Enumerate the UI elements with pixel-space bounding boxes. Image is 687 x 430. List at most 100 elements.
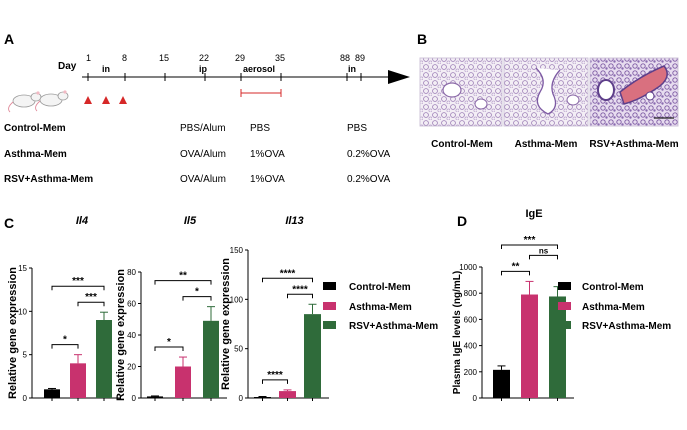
caption-asthma: Asthma-Mem: [515, 139, 578, 150]
panel-b-letter: B: [417, 31, 427, 47]
significance-bracket: [51, 344, 79, 349]
panel-c-letter: C: [4, 215, 14, 231]
bar-rsv-asthma-mem: [304, 314, 321, 398]
significance-label: ***: [72, 276, 84, 287]
panel-a: A Day 1 8 15 22 29 35 88 89 in ip aeroso…: [4, 31, 410, 185]
panel-d-letter: D: [457, 213, 467, 229]
legend-label: Control-Mem: [349, 282, 411, 293]
legend-swatch-rsv-asthma: [558, 321, 571, 329]
y-tick-label: 0: [473, 394, 478, 403]
significance-label: ****: [280, 268, 296, 279]
histology-image-asthma: [503, 57, 589, 127]
phase-in-1: in: [102, 64, 110, 74]
legend-swatch-asthma: [558, 302, 571, 310]
legend-swatch-control: [323, 282, 336, 290]
group-in: PBS: [347, 123, 367, 134]
chart-title: Il13: [285, 215, 303, 227]
significance-label: **: [512, 261, 520, 272]
mice-icon: [8, 90, 69, 113]
bar-control-mem: [147, 396, 163, 398]
panel-a-letter: A: [4, 31, 14, 47]
day-22: 22: [199, 53, 209, 63]
significance-label: ns: [539, 246, 549, 255]
y-tick-label: 50: [234, 345, 243, 354]
bar-rsv-asthma-mem: [549, 296, 566, 398]
group-ip: OVA/Alum: [180, 149, 226, 160]
significance-bracket: [77, 301, 105, 307]
red-triangle-icon: [119, 96, 127, 104]
day-88: 88: [340, 53, 350, 63]
significance-label: **: [179, 271, 187, 282]
red-triangle-icon: [84, 96, 92, 104]
bar-rsv-asthma-mem: [96, 320, 112, 398]
y-tick-label: 15: [18, 264, 27, 273]
legend-d: Control-Mem Asthma-Mem RSV+Asthma-Mem: [558, 282, 671, 332]
red-triangle-icon: [102, 96, 110, 104]
bar-asthma-mem: [175, 366, 191, 398]
y-tick-label: 200: [464, 368, 478, 377]
group-in: 0.2%OVA: [347, 149, 390, 160]
legend-swatch-asthma: [323, 302, 336, 310]
y-axis-label: Relative gene expression: [7, 267, 19, 399]
y-tick-label: 80: [127, 268, 136, 277]
significance-bracket: [529, 254, 558, 260]
significance-label: ***: [85, 292, 97, 303]
dosing-markers: [84, 96, 127, 104]
y-tick-label: 100: [230, 295, 244, 304]
significance-bracket: [262, 379, 288, 384]
legend-label: RSV+Asthma-Mem: [582, 321, 671, 332]
significance-bracket: [154, 280, 212, 285]
day-89: 89: [355, 53, 365, 63]
legend-label: Control-Mem: [582, 282, 644, 293]
group-name: RSV+Asthma-Mem: [4, 174, 93, 185]
y-tick-label: 60: [127, 300, 136, 309]
group-in: 0.2%OVA: [347, 174, 390, 185]
group-aerosol: 1%OVA: [250, 174, 285, 185]
y-axis-label: Plasma IgE levels (ng/mL): [452, 271, 463, 394]
significance-bracket: [501, 270, 530, 276]
y-axis-label: Relative gene expression: [115, 269, 127, 401]
legend-label: Asthma-Mem: [582, 302, 645, 313]
day-29: 29: [235, 53, 245, 63]
groups-table: Control-Mem PBS/Alum PBS PBS Asthma-Mem …: [4, 123, 390, 185]
y-tick-label: 1000: [459, 263, 477, 272]
legend-label: Asthma-Mem: [349, 302, 412, 313]
y-tick-label: 5: [23, 351, 28, 360]
histology-image-rsv-asthma: [589, 57, 679, 127]
y-tick-label: 0: [23, 394, 28, 403]
phase-ip: ip: [199, 64, 208, 74]
significance-label: *: [195, 287, 199, 298]
significance-label: ****: [292, 284, 308, 295]
bar-rsv-asthma-mem: [203, 320, 219, 398]
legend-swatch-rsv-asthma: [323, 321, 336, 329]
chart-title: Il4: [76, 215, 88, 227]
y-axis-label: Relative gene expression: [220, 258, 232, 390]
legend-swatch-control: [558, 282, 571, 290]
y-tick-label: 400: [464, 342, 478, 351]
bar-asthma-mem: [70, 363, 86, 398]
group-name: Control-Mem: [4, 123, 66, 134]
significance-bracket: [51, 285, 105, 291]
y-tick-label: 0: [239, 394, 244, 403]
chart-title: Il5: [184, 215, 197, 227]
y-tick-label: 800: [464, 289, 478, 298]
significance-label: ***: [524, 235, 536, 246]
legend-c: Control-Mem Asthma-Mem RSV+Asthma-Mem: [323, 282, 438, 332]
chart-title: IgE: [525, 208, 542, 220]
significance-bracket: [262, 277, 313, 283]
histology-image-control: [419, 57, 503, 127]
significance-label: ****: [267, 370, 283, 381]
bar-control-mem: [44, 389, 60, 398]
day-15: 15: [159, 53, 169, 63]
day-8: 8: [122, 53, 127, 63]
day-numbers: 1 8 15 22 29 35 88 89: [86, 53, 365, 63]
caption-control: Control-Mem: [431, 139, 493, 150]
aerosol-bracket: [240, 89, 282, 97]
group-aerosol: 1%OVA: [250, 149, 285, 160]
phase-aerosol: aerosol: [243, 64, 275, 74]
il13-chart: Il13 Relative gene expression 0 50 100 150 ***…: [220, 215, 329, 403]
y-tick-label: 150: [230, 246, 244, 255]
